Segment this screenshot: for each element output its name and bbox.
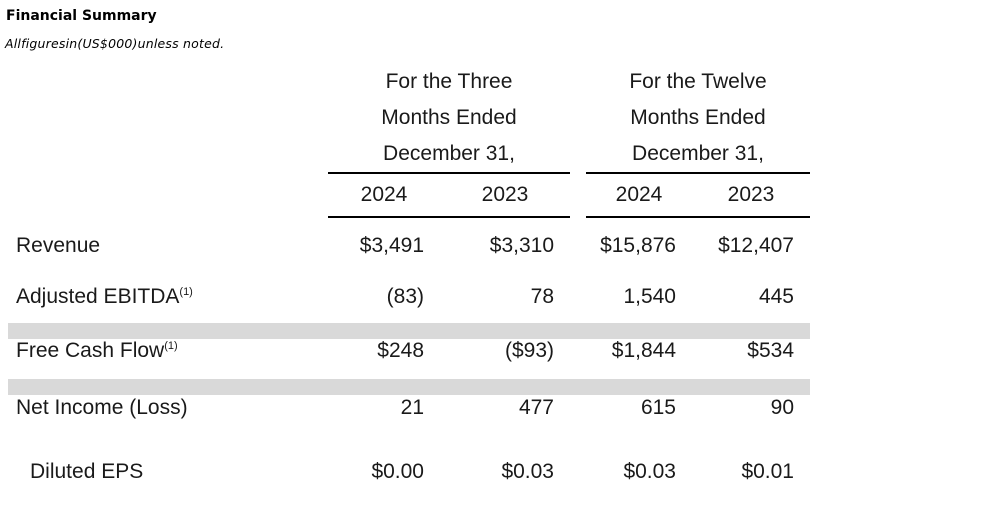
metric-label-text: Revenue	[16, 234, 101, 257]
year-header-row: 2024 2023 2024 2023	[8, 173, 810, 218]
col-group-header-three-months: For the Three Months Ended December 31,	[328, 64, 570, 174]
spacer-row	[8, 217, 810, 231]
col-group-header-twelve-months: For the Twelve Months Ended December 31,	[586, 64, 810, 174]
metric-label-text: Net Income (Loss)	[16, 396, 188, 419]
separator-bar	[8, 379, 810, 395]
column-gap	[570, 64, 586, 173]
column-gap	[570, 439, 586, 511]
table-row-diluted-eps: Diluted EPS $0.00 $0.03 $0.03 $0.01	[8, 439, 810, 511]
table-row-revenue: Revenue $3,491 $3,310 $15,876 $12,407	[8, 231, 810, 277]
year-header-12m-2024: 2024	[586, 173, 692, 218]
separator-bar	[8, 323, 810, 339]
column-gap	[570, 173, 586, 217]
metric-value: $3,310	[489, 234, 554, 257]
metric-value: $248	[377, 339, 424, 362]
metric-value: $0.03	[623, 460, 676, 483]
metric-value: 78	[530, 285, 554, 308]
metric-value: $0.03	[501, 460, 554, 483]
metric-value: 615	[640, 396, 676, 419]
metric-value: $12,407	[718, 234, 794, 257]
column-gap	[570, 277, 586, 323]
column-gap	[570, 231, 586, 277]
metric-value: $0.01	[741, 460, 794, 483]
page-subtitle: Allfiguresin(US$000)unless noted.	[5, 36, 225, 51]
empty-corner-cell	[8, 64, 328, 173]
metric-label: Free Cash Flow(1)	[8, 339, 328, 379]
metric-value: 21	[400, 396, 424, 419]
metric-value: $0.00	[371, 460, 424, 483]
footnote-superscript: (1)	[179, 286, 193, 298]
metric-label-text: Free Cash Flow	[16, 339, 165, 362]
year-header-12m-2023: 2023	[692, 173, 810, 218]
year-header-3m-2023: 2023	[440, 173, 570, 218]
metric-label: Diluted EPS	[8, 439, 328, 511]
column-group-header-row: For the Three Months Ended December 31, …	[8, 64, 810, 174]
metric-label: Revenue	[8, 231, 328, 277]
metric-value: 445	[758, 285, 794, 308]
table-row-net-income: Net Income (Loss) 21 477 615 90	[8, 395, 810, 439]
metric-label: Net Income (Loss)	[8, 395, 328, 439]
metric-value: $3,491	[359, 234, 424, 257]
table-row-adjusted-ebitda: Adjusted EBITDA(1) (83) 78 1,540 445	[8, 277, 810, 323]
separator-bar-row	[8, 379, 810, 395]
metric-value: $534	[747, 339, 794, 362]
column-gap	[570, 395, 586, 439]
table-row-free-cash-flow: Free Cash Flow(1) $248 ($93) $1,844 $534	[8, 339, 810, 379]
metric-label-text: Diluted EPS	[30, 460, 144, 483]
metric-value: ($93)	[504, 339, 554, 362]
metric-label: Adjusted EBITDA(1)	[8, 277, 328, 323]
empty-corner-cell	[8, 173, 328, 217]
separator-bar-row	[8, 323, 810, 339]
metric-value: (83)	[386, 285, 424, 308]
metric-value: 90	[770, 396, 794, 419]
financial-summary-table: For the Three Months Ended December 31, …	[8, 64, 810, 511]
metric-value: $15,876	[600, 234, 676, 257]
year-header-3m-2024: 2024	[328, 173, 440, 218]
metric-value: $1,844	[611, 339, 676, 362]
metric-value: 477	[518, 396, 554, 419]
metric-value: 1,540	[623, 285, 676, 308]
column-gap	[570, 339, 586, 379]
metric-label-text: Adjusted EBITDA	[16, 285, 180, 308]
page-title: Financial Summary	[6, 8, 157, 24]
footnote-superscript: (1)	[164, 340, 178, 352]
